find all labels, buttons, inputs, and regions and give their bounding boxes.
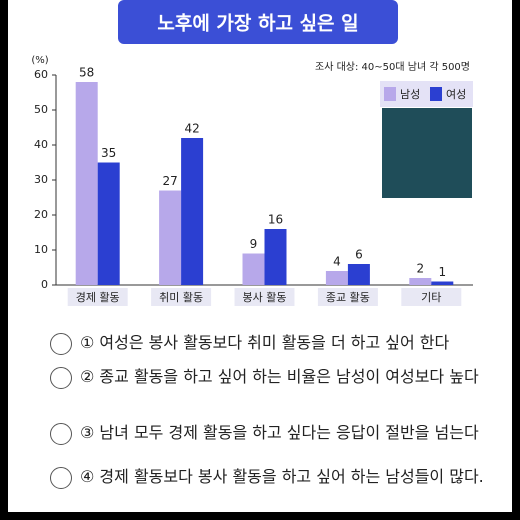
bar bbox=[242, 253, 265, 285]
chart-title: 노후에 가장 하고 싶은 일 bbox=[157, 13, 358, 35]
bar bbox=[409, 278, 432, 285]
bar bbox=[325, 271, 348, 285]
x-tick-label: 취미 활동 bbox=[159, 290, 203, 304]
x-tick-label: 기타 bbox=[421, 291, 441, 304]
legend-swatch bbox=[384, 87, 396, 101]
title-banner bbox=[118, 0, 398, 44]
data-label: 42 bbox=[184, 122, 199, 136]
category-box bbox=[151, 288, 212, 306]
y-tick-label: 30 bbox=[34, 173, 48, 186]
y-tick-label: 20 bbox=[34, 208, 48, 221]
y-tick-label: 60 bbox=[34, 68, 48, 81]
data-label: 1 bbox=[438, 265, 446, 279]
data-label: 16 bbox=[268, 213, 283, 227]
data-label: 35 bbox=[101, 146, 116, 160]
data-label: 4 bbox=[333, 255, 341, 269]
logo bbox=[382, 108, 472, 198]
option-radio[interactable] bbox=[50, 423, 72, 445]
chart-subtitle: 조사 대상: 40~50대 남녀 각 500명 bbox=[315, 61, 470, 73]
legend-label: 남성 bbox=[400, 88, 420, 101]
option-text[interactable]: ② 종교 활동을 하고 싶어 하는 비율은 남성이 여성보다 높다 bbox=[80, 367, 479, 386]
x-tick-label: 종교 활동 bbox=[326, 290, 370, 304]
page-inner: 노후에 가장 하고 싶은 일 조사 대상: 40~50대 남녀 각 500명 (… bbox=[8, 0, 512, 512]
x-tick-label: 경제 활동 bbox=[76, 290, 120, 304]
option-radio[interactable] bbox=[50, 333, 72, 355]
y-tick-label: 40 bbox=[34, 138, 48, 151]
category-box bbox=[67, 288, 128, 306]
data-label: 27 bbox=[162, 174, 177, 188]
bar bbox=[181, 138, 204, 285]
bar bbox=[264, 229, 287, 285]
chart: 노후에 가장 하고 싶은 일 조사 대상: 40~50대 남녀 각 500명 (… bbox=[31, 0, 473, 306]
bar bbox=[97, 162, 120, 285]
bar bbox=[347, 264, 370, 285]
category-box bbox=[317, 288, 378, 306]
y-tick-label: 10 bbox=[34, 243, 48, 256]
category-box bbox=[401, 288, 462, 306]
legend-swatch bbox=[430, 87, 442, 101]
data-label: 6 bbox=[355, 248, 363, 262]
y-axis-label: (%) bbox=[31, 55, 48, 66]
y-tick-label: 50 bbox=[34, 103, 48, 116]
bar bbox=[75, 82, 98, 285]
option-text[interactable]: ③ 남녀 모두 경제 활동을 하고 싶다는 응답이 절반을 넘는다 bbox=[80, 423, 479, 442]
data-label: 58 bbox=[79, 66, 94, 80]
option-radio[interactable] bbox=[50, 367, 72, 389]
option-radio[interactable] bbox=[50, 467, 72, 489]
option-text[interactable]: ④ 경제 활동보다 봉사 활동을 하고 싶어 하는 남성들이 많다. bbox=[80, 467, 484, 486]
bar bbox=[431, 281, 454, 285]
data-label: 9 bbox=[250, 237, 258, 251]
legend-label: 여성 bbox=[446, 88, 466, 101]
y-tick-label: 0 bbox=[41, 278, 48, 291]
x-tick-label: 봉사 활동 bbox=[243, 290, 287, 304]
option-text[interactable]: ① 여성은 봉사 활동보다 취미 활동을 더 하고 싶어 한다 bbox=[80, 333, 450, 352]
category-box bbox=[234, 288, 295, 306]
bar bbox=[159, 190, 182, 285]
data-label: 2 bbox=[416, 262, 424, 276]
